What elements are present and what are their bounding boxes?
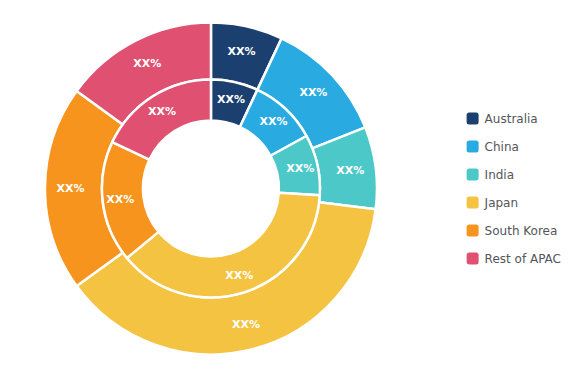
- svg-text:XX%: XX%: [260, 115, 288, 128]
- svg-text:China: China: [485, 140, 519, 154]
- svg-text:XX%: XX%: [225, 269, 253, 282]
- svg-text:India: India: [485, 168, 514, 182]
- svg-text:XX%: XX%: [228, 45, 256, 58]
- svg-text:Australia: Australia: [485, 112, 538, 126]
- svg-text:XX%: XX%: [217, 93, 245, 106]
- svg-text:XX%: XX%: [133, 57, 161, 70]
- svg-text:XX%: XX%: [106, 193, 134, 206]
- svg-text:XX%: XX%: [299, 86, 327, 99]
- svg-text:South Korea: South Korea: [485, 224, 558, 238]
- svg-text:Rest of APAC: Rest of APAC: [485, 252, 561, 266]
- svg-text:XX%: XX%: [232, 318, 260, 331]
- svg-text:XX%: XX%: [56, 182, 84, 195]
- svg-text:XX%: XX%: [336, 164, 364, 177]
- svg-text:XX%: XX%: [286, 162, 314, 175]
- svg-text:Japan: Japan: [484, 196, 518, 210]
- svg-text:XX%: XX%: [148, 105, 176, 118]
